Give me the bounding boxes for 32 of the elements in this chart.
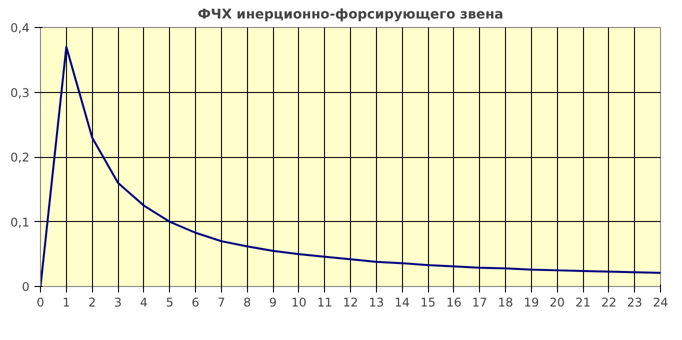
x-tick-label: 7 [218,296,226,310]
line-series [40,46,660,286]
x-tick-label: 13 [368,296,384,310]
x-tick-label: 4 [140,296,148,310]
y-tick-label: 0,1 [10,215,30,230]
chart-title: ФЧХ инерционно-форсирующего звена [198,8,504,22]
x-tick-label: 5 [166,296,174,310]
x-tick-label: 3 [114,296,122,310]
x-tick-label: 15 [420,296,436,310]
x-tick-label: 20 [550,296,565,310]
x-tick-label: 18 [498,296,514,310]
x-tick-label: 17 [472,296,488,310]
x-tick-label: 16 [446,296,462,310]
x-tick-label: 19 [524,296,539,310]
x-tick-label: 21 [575,296,591,310]
x-tick-label: 8 [243,296,251,310]
x-tick-label: 1 [62,296,70,310]
y-tick-label: 0,3 [10,86,30,100]
x-tick-label: 22 [601,296,616,310]
x-tick-label: 23 [627,296,642,310]
x-tick-label: 24 [652,296,668,310]
x-tick-label: 12 [342,296,358,310]
x-tick-label: 0 [36,296,44,310]
x-tick-label: 6 [192,296,200,310]
x-tick-label: 11 [317,296,332,310]
x-tick-label: 14 [394,296,410,310]
y-tick-label: 0 [22,280,30,294]
x-tick-label: 2 [88,296,96,310]
x-tick-label: 10 [291,296,306,310]
y-tick-label: 0,4 [10,21,30,35]
x-tick-label: 9 [269,296,277,310]
y-tick-label: 0,2 [10,150,30,164]
